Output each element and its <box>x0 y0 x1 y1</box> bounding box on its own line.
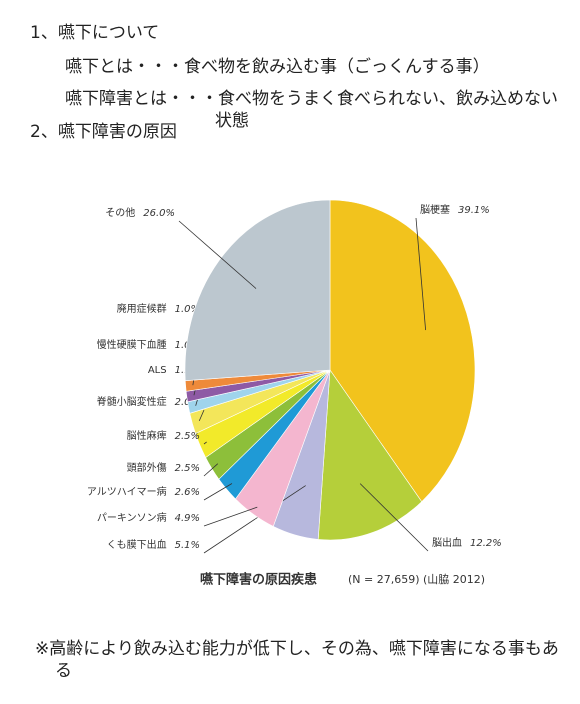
leader-line <box>198 409 205 422</box>
slice-label: パーキンソン病 4.9% <box>97 511 200 524</box>
definition: 嚥下とは・・・食べ物を飲み込む事（ごっくんする事） <box>65 57 490 77</box>
slice-label: 廃用症候群 1.0% <box>117 302 200 315</box>
category-label: 脳性麻痺 <box>127 429 167 442</box>
leader-line <box>203 506 258 527</box>
leader-line <box>415 217 427 331</box>
category-label: パーキンソン病 <box>97 511 167 524</box>
value-label: 5.1% <box>175 540 200 551</box>
slice-label: アルツハイマー病 2.6% <box>87 485 200 498</box>
pie-slice <box>184 199 331 381</box>
pie-slice <box>329 199 476 503</box>
heading: 1、嚥下について <box>30 23 160 43</box>
value-label: 4.9% <box>175 513 200 524</box>
leader-line <box>203 463 219 477</box>
slice-label: 脳梗塞 39.1% <box>420 203 490 216</box>
leader-line <box>203 485 306 554</box>
leader-line <box>178 220 257 289</box>
footnote: ※高齢により飲み込む能力が低下し、その為、嚥下障害になる事もある <box>35 639 559 681</box>
slice-label: 脳性麻痺 2.5% <box>127 429 200 442</box>
chart-title: 嚥下障害の原因疾患 <box>200 572 317 588</box>
slice-label: 脳出血 12.2% <box>432 536 502 549</box>
value-label: 2.0% <box>175 397 200 408</box>
value-label: 1.0% <box>175 304 200 315</box>
value-label: 12.2% <box>470 538 502 549</box>
definition: 嚥下障害とは・・・食べ物をうまく食べられない、飲み込めない状態 <box>65 89 558 131</box>
value-label: 26.0% <box>143 208 175 219</box>
slice-label: くも膜下出血 5.1% <box>107 538 200 551</box>
leader-line <box>203 483 233 501</box>
pie-slice <box>317 369 423 541</box>
leader-line <box>203 441 207 445</box>
category-label: 廃用症候群 <box>117 302 167 315</box>
category-label: 脊髄小脳変性症 <box>97 395 167 408</box>
category-label: ALS <box>148 365 167 376</box>
value-label: 2.5% <box>175 431 200 442</box>
category-label: その他 <box>105 206 135 219</box>
category-label: くも膜下出血 <box>107 538 167 551</box>
value-label: 2.6% <box>175 487 200 498</box>
leader-line <box>359 483 429 552</box>
slice-label: 脊髄小脳変性症 2.0% <box>97 395 200 408</box>
slice-label: 慢性硬膜下血腫1.0% <box>97 338 200 351</box>
slice-label: その他 26.0% <box>105 206 175 219</box>
category-label: 脳出血 <box>432 536 462 549</box>
category-label: アルツハイマー病 <box>87 485 167 498</box>
value-label: 39.1% <box>458 205 490 216</box>
category-label: 慢性硬膜下血腫 <box>97 338 167 351</box>
heading: 2、嚥下障害の原因 <box>30 122 177 142</box>
category-label: 頭部外傷 <box>127 461 167 474</box>
slice-label: 頭部外傷 2.5% <box>127 461 200 474</box>
category-label: 脳梗塞 <box>420 203 450 216</box>
chart-note: (N = 27,659) (山脇 2012) <box>348 573 485 586</box>
value-label: 2.5% <box>175 463 200 474</box>
